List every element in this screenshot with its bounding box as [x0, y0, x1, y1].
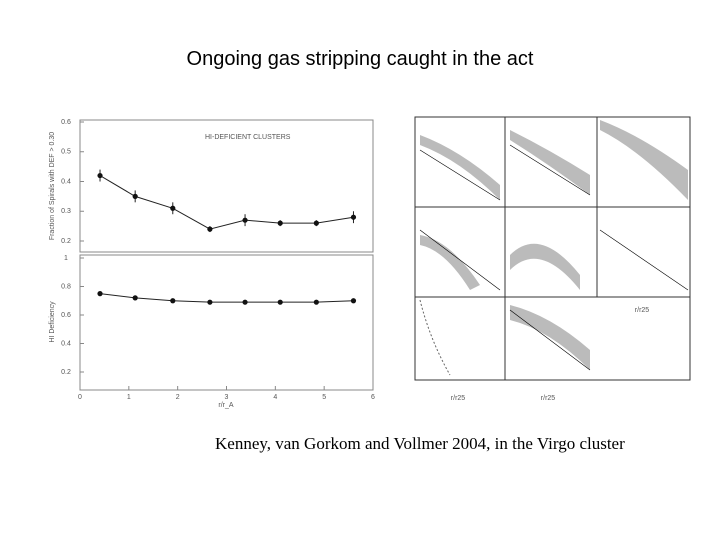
x-tick-label: 5: [322, 394, 326, 401]
data-point: [313, 299, 319, 305]
y-axis-label: Fraction of Spirals with DEF > 0.30: [49, 132, 56, 240]
caption: Kenney, van Gorkom and Vollmer 2004, in …: [215, 434, 625, 453]
y-axis-label: HI Deficiency: [49, 301, 56, 343]
band: [510, 305, 590, 370]
right-figure: [414, 116, 691, 381]
x-tick-label: 3: [225, 394, 229, 401]
y-tick-label: 0.4: [61, 178, 71, 185]
y-tick-label: 0.6: [61, 312, 71, 319]
data-point: [170, 298, 176, 304]
panel-label: HI-DEFICIENT CLUSTERS: [205, 134, 291, 141]
y-tick-label: 0.5: [61, 149, 71, 156]
y-tick-label: 0.2: [61, 238, 71, 245]
data-point: [207, 299, 213, 305]
band: [420, 235, 480, 290]
data-point: [350, 214, 357, 220]
slide-title: Ongoing gas stripping caught in the act: [186, 48, 534, 70]
data-point: [277, 299, 283, 305]
data-point: [170, 205, 176, 211]
data-point: [350, 298, 357, 304]
x-tick-label: 0: [78, 394, 82, 401]
data-point: [277, 220, 283, 226]
data-point: [242, 217, 248, 223]
x-axis-label: r/r25: [635, 307, 650, 314]
y-tick-label: 0.6: [61, 119, 71, 126]
top-panel-frame: [79, 119, 374, 253]
y-tick-label: 0.8: [61, 283, 71, 290]
x-tick-label: 1: [127, 394, 131, 401]
band: [510, 130, 590, 195]
band: [600, 120, 688, 200]
data-point: [132, 295, 138, 301]
y-tick-label: 0.3: [61, 208, 71, 215]
y-tick-label: 0.4: [61, 340, 71, 347]
data-point: [97, 291, 103, 297]
y-tick-label: 0.2: [61, 369, 71, 376]
x-axis-label: r/r25: [451, 395, 466, 402]
data-point: [132, 193, 138, 199]
data-point: [207, 226, 213, 232]
y-tick-label: 1: [64, 255, 68, 262]
band: [510, 243, 580, 290]
x-axis-label: r/r_A: [218, 402, 234, 409]
x-tick-label: 4: [273, 394, 277, 401]
right-frame: [414, 116, 691, 381]
data-point: [97, 172, 103, 179]
data-point: [242, 299, 248, 305]
curve: [419, 144, 689, 371]
x-tick-label: 2: [176, 394, 180, 401]
x-tick-label: 6: [371, 394, 375, 401]
x-axis-label: r/r25: [541, 395, 556, 402]
bottom-panel-frame: [79, 254, 374, 391]
curve: [419, 299, 451, 376]
band: [420, 135, 500, 200]
trend-line: [99, 175, 354, 230]
trend-line: [99, 293, 354, 303]
data-point: [313, 220, 319, 226]
